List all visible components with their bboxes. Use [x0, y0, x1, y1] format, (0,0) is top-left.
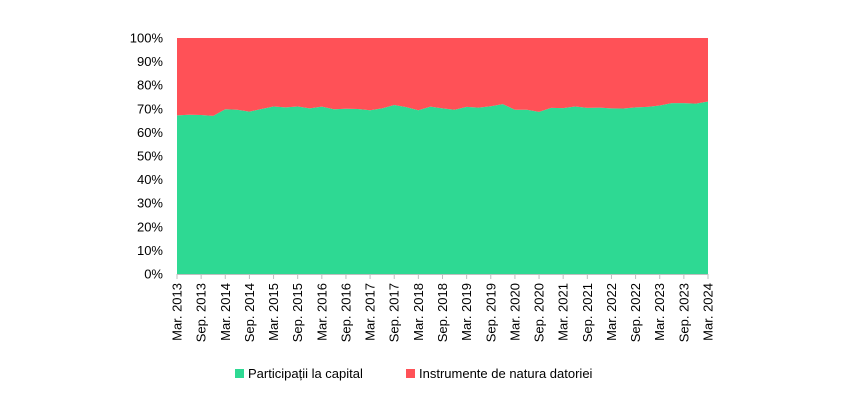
plot-area — [177, 38, 708, 274]
x-tick-label: Mar. 2020 — [507, 283, 522, 341]
x-tick-label: Sep. 2021 — [580, 283, 595, 342]
y-tick-label: 100% — [130, 31, 164, 46]
x-tick-label: Sep. 2017 — [387, 283, 402, 342]
legend-item-debt: Instrumente de natura datoriei — [406, 366, 593, 381]
y-tick-label: 90% — [137, 54, 163, 69]
x-tick-label: Sep. 2016 — [338, 283, 353, 342]
x-tick-label: Mar. 2019 — [459, 283, 474, 341]
x-tick-label: Sep. 2019 — [483, 283, 498, 342]
x-tick-label: Sep. 2020 — [532, 283, 547, 342]
x-tick-label: Mar. 2014 — [218, 283, 233, 341]
x-tick-label: Mar. 2021 — [556, 283, 571, 341]
x-tick-label: Mar. 2015 — [266, 283, 281, 341]
x-tick-label: Mar. 2024 — [701, 283, 716, 341]
x-tick-label: Sep. 2015 — [290, 283, 305, 342]
legend: Participații la capital Instrumente de n… — [235, 366, 593, 381]
legend-label-equity: Participații la capital — [248, 366, 363, 381]
y-tick-label: 70% — [137, 101, 163, 116]
x-tick-label: Mar. 2022 — [604, 283, 619, 341]
x-axis: Mar. 2013 Sep. 2013 Mar. 2014 Sep. 2014 Mar.… — [170, 274, 716, 342]
legend-swatch-equity — [235, 369, 244, 378]
y-tick-label: 60% — [137, 125, 163, 140]
x-tick-label: Mar. 2013 — [170, 283, 185, 341]
legend-swatch-debt — [406, 369, 415, 378]
y-axis: 0% 10% 20% 30% 40% 50% 60% 70% 80% 90% 100% — [130, 31, 164, 282]
y-tick-label: 80% — [137, 78, 163, 93]
x-tick-label: Mar. 2018 — [411, 283, 426, 341]
y-tick-label: 0% — [144, 267, 163, 282]
y-tick-label: 50% — [137, 149, 163, 164]
y-tick-label: 10% — [137, 243, 163, 258]
x-tick-label: Mar. 2023 — [652, 283, 667, 341]
x-tick-label: Sep. 2013 — [194, 283, 209, 342]
area-series-0 — [177, 101, 708, 274]
x-tick-label: Sep. 2014 — [242, 283, 257, 342]
legend-label-debt: Instrumente de natura datoriei — [419, 366, 593, 381]
x-tick-label: Sep. 2023 — [676, 283, 691, 342]
x-tick-label: Mar. 2016 — [314, 283, 329, 341]
y-tick-label: 20% — [137, 219, 163, 234]
area-series-1 — [177, 38, 708, 116]
y-tick-label: 30% — [137, 196, 163, 211]
legend-item-equity: Participații la capital — [235, 366, 363, 381]
x-tick-label: Sep. 2022 — [628, 283, 643, 342]
x-tick-label: Mar. 2017 — [363, 283, 378, 341]
y-tick-label: 40% — [137, 172, 163, 187]
x-tick-label: Sep. 2018 — [435, 283, 450, 342]
